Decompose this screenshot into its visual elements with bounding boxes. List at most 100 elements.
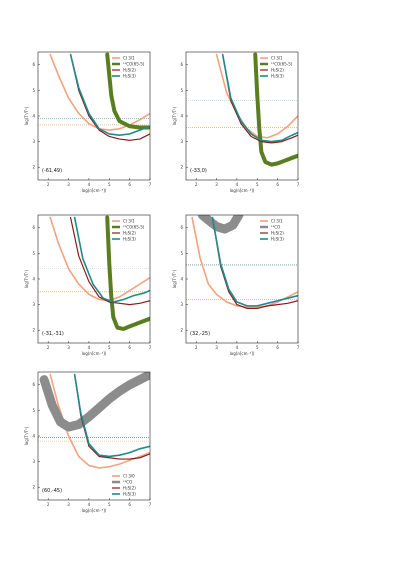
legend-label: H₂S(3) [271,236,284,241]
x-tick-label: 4 [236,345,239,350]
panel-label: (32,-25) [190,331,210,337]
chart-panel-3: 2 3 4 5 6 7 2 3 4 5 6 log(n[cm⁻³]) log(Tᵀ/Tᵏ) (-31,-3… [24,214,152,356]
y-tick-label: 6 [32,62,35,67]
x-tick-label: 4 [88,345,91,350]
x-axis-title: log(n[cm⁻³]) [82,351,107,356]
y-tick-label: 4 [32,276,35,281]
y-tick-label: 5 [180,251,183,256]
x-axis-title: log(n[cm⁻³]) [230,351,255,356]
y-tick-label: 5 [32,88,35,93]
legend-label: CI 3/1 [271,55,283,60]
series-line-3 [222,53,298,144]
legend-label: CI 3/1 [123,55,135,60]
x-axis-title: log(n[cm⁻³]) [230,188,255,193]
plot-area [38,372,150,469]
x-tick-label: 3 [215,345,218,350]
legend-label: H₂S(2) [123,485,136,490]
x-tick-label: 7 [149,182,152,187]
panel-label: (-33,0) [190,168,207,174]
legend-label: H₂S(3) [123,236,136,241]
x-tick-label: 4 [88,502,91,507]
y-tick-label: 3 [32,459,35,464]
y-axis-title: log(Tᵀ/Tᵏ) [24,426,29,445]
series-line-3 [69,216,150,306]
x-tick-label: 6 [128,182,131,187]
series-line-2 [197,215,244,234]
x-tick-label: 3 [67,502,70,507]
y-tick-label: 3 [32,302,35,307]
series-line-2 [39,372,150,432]
y-tick-label: 4 [180,276,183,281]
x-tick-label: 4 [236,182,239,187]
y-axis-title: log(Tᵀ/Tᵏ) [172,269,177,288]
series-line-3 [69,53,150,141]
series-line-4 [73,373,150,458]
x-tick-label: 5 [108,345,111,350]
y-tick-label: 4 [32,113,35,118]
panel-label: (-61,49) [42,168,62,174]
x-tick-label: 2 [47,345,50,350]
x-tick-label: 6 [276,345,279,350]
x-tick-label: 2 [195,182,198,187]
legend-label: H₂S(2) [123,67,136,72]
x-tick-label: 2 [47,502,50,507]
series-line-2 [253,52,298,167]
y-tick-label: 2 [32,485,35,490]
legend-label: H₂S(2) [123,230,136,235]
legend-label: CI 3/0 [123,473,135,478]
x-tick-label: 3 [215,182,218,187]
y-tick-label: 2 [180,328,183,333]
legend-label: H₂S(3) [271,73,284,78]
x-tick-label: 4 [88,182,91,187]
x-axis-title: log(n[cm⁻³]) [82,508,107,513]
plot-area [186,52,298,167]
x-tick-label: 7 [297,182,300,187]
legend-label: ¹²CO(65-5) [123,61,145,66]
x-tick-label: 5 [108,502,111,507]
y-axis-title: log(Tᵀ/Tᵏ) [24,269,29,288]
x-tick-label: 7 [297,345,300,350]
chart-panel-4: 2 3 4 5 6 7 2 3 4 5 6 log(n[cm⁻³]) log(Tᵀ/Tᵏ) (32,-25… [172,214,300,356]
y-tick-label: 6 [32,225,35,230]
plot-area [186,215,298,310]
legend-label: CI 3/1 [271,218,283,223]
x-tick-label: 5 [108,182,111,187]
y-tick-label: 4 [32,433,35,438]
x-tick-label: 6 [128,502,131,507]
y-tick-label: 2 [32,165,35,170]
y-tick-label: 2 [180,165,183,170]
panel-label: (60,-45) [42,488,62,494]
y-tick-label: 6 [32,382,35,387]
series-line-4 [73,216,150,303]
y-tick-label: 5 [32,408,35,413]
legend-label: H₂S(2) [271,230,284,235]
chart-panel-5: 2 3 4 5 6 7 2 3 4 5 6 log(n[cm⁻³]) log(Tᵀ/Tᵏ) (60,-45… [24,371,152,513]
series-line-2 [105,52,150,130]
legend-label: ¹³CO [271,224,280,229]
series-line-1 [49,216,150,302]
legend-label: ¹²CO(65-5) [123,224,145,229]
x-axis-title: log(n[cm⁻³]) [82,188,107,193]
series-line-4 [69,53,150,136]
plot-area [38,52,150,141]
y-tick-label: 3 [180,139,183,144]
x-tick-label: 7 [149,345,152,350]
series-line-2 [105,215,150,331]
x-tick-label: 2 [195,345,198,350]
panel-label: (-31,-31) [42,331,64,337]
y-axis-title: log(Tᵀ/Tᵏ) [172,106,177,125]
y-tick-label: 4 [180,113,183,118]
legend-label: H₂S(3) [123,73,136,78]
x-tick-label: 7 [149,502,152,507]
legend-label: CI 3/1 [123,218,135,223]
legend-label: ¹²CO(65-5) [271,61,293,66]
x-tick-label: 6 [276,182,279,187]
x-tick-label: 2 [47,182,50,187]
y-tick-label: 5 [32,251,35,256]
